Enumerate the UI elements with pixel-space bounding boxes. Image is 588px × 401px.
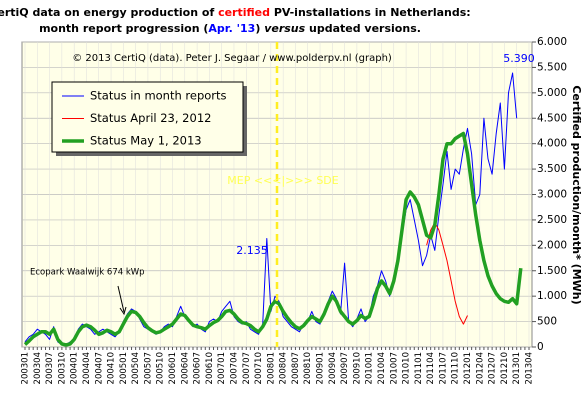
y-tick-label: 4.500 [537,112,567,124]
x-tick-label: 200301 [21,352,31,384]
x-tick-label: 200904 [328,352,338,384]
x-tick-label: 200304 [33,352,43,384]
x-tick-label: 200310 [57,352,67,384]
title-part: certified [218,6,270,19]
x-tick-label: 201007 [389,352,399,384]
x-tick-label: 201204 [475,352,485,384]
y-axis-label: Certified production/month* (MWh) [570,85,583,304]
x-tick-label: 200701 [217,352,227,384]
x-tick-label: 200710 [254,352,264,384]
credit: © 2013 CertiQ (data). Peter J. Segaar / … [72,53,392,64]
x-tick-label: 200910 [352,352,362,384]
y-tick-label: 500 [537,316,557,328]
x-tick-label: 201201 [463,352,473,384]
title-part: ) [255,22,264,35]
legend-label: Status in month reports [90,89,227,103]
chart-title: CertiQ data on energy production of cert… [0,6,471,19]
x-tick-label: 200401 [70,352,80,384]
x-tick-label: 200704 [229,352,239,384]
x-tick-label: 200510 [156,352,166,384]
legend: Status in month reports Status April 23, … [51,81,247,156]
annotation: Ecopark Waalwijk 674 kWp [30,268,145,278]
x-tick-label: 200504 [131,352,141,384]
y-tick-label: 0 [537,341,544,353]
x-tick-label: 201104 [426,352,436,384]
arrow [117,285,125,313]
x-tick-label: 200707 [242,352,252,384]
x-tick-label: 201004 [377,352,387,384]
y-tick-label: 1.000 [537,290,567,302]
title-part: CertiQ data on energy production of [0,6,218,19]
legend-label: Status May 1, 2013 [90,134,202,148]
arrow-head [119,306,127,316]
y-tick-label: 6.000 [537,36,567,48]
x-tick-label: 200801 [266,352,276,384]
x-tick-label: 200307 [45,352,55,384]
x-tick-label: 201301 [512,352,522,384]
y-tick-label: 2.500 [537,214,567,226]
x-tick-label: 201110 [451,352,461,384]
x-tick-label: 201010 [402,352,412,384]
x-tick-label: 200804 [279,352,289,384]
x-tick-label: 200501 [119,352,129,384]
x-tick-label: 201207 [488,352,498,384]
x-tick-label: 200807 [291,352,301,384]
title-part: month report progression ( [39,22,208,35]
x-tick-label: 201107 [438,352,448,384]
policy-label: MEP <<<|>>> SDE [227,174,339,187]
series-line [23,131,523,347]
x-tick-label: 200601 [168,352,178,384]
peak-label: 2.135 [236,244,268,257]
x-tick-label: 200607 [193,352,203,384]
title-part: versus [264,22,305,35]
x-tick-label: 201304 [525,352,535,384]
y-tick-label: 5.500 [537,61,567,73]
x-tick-label: 200604 [180,352,190,384]
x-tick-label: 201001 [365,352,375,384]
chart-subtitle: month report progression (Apr. '13) vers… [39,22,421,35]
x-tick-label: 200907 [340,352,350,384]
x-tick-label: 200507 [143,352,153,384]
y-tick-label: 3.000 [537,189,567,201]
x-tick-label: 200901 [316,352,326,384]
x-tick-label: 201210 [500,352,510,384]
y-tick-label: 4.000 [537,138,567,150]
peak-label: 5.390 [503,52,535,65]
title-part: Apr. '13 [208,22,255,35]
x-tick-label: 200810 [303,352,313,384]
title-part: PV-installations in Netherlands: [270,6,471,19]
legend-label: Status April 23, 2012 [90,111,211,125]
y-tick-label: 3.500 [537,163,567,175]
x-tick-label: 200410 [107,352,117,384]
y-tick-label: 1.500 [537,265,567,277]
x-tick-label: 200610 [205,352,215,384]
title-part: updated versions. [305,22,421,35]
x-tick-label: 200407 [94,352,104,384]
y-tick-label: 2.000 [537,239,567,251]
x-tick-label: 201101 [414,352,424,384]
x-tick-label: 200404 [82,352,92,384]
y-tick-label: 5.000 [537,87,567,99]
